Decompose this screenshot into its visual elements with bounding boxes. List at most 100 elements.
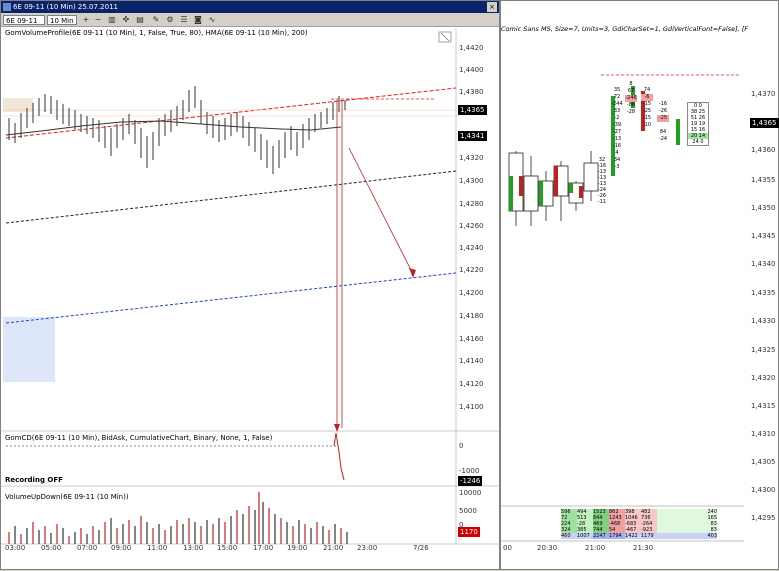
volume-axis-tick: 10000 [459, 489, 482, 497]
cd-axis-tick: -1000 [459, 467, 480, 475]
footprint-cell: -24 [597, 187, 607, 193]
footprint-cell: -26 [658, 108, 668, 114]
table-cell: 736 [641, 515, 657, 521]
footprint-column: 84 -24 [657, 129, 669, 143]
table-cell: 54 [609, 527, 625, 533]
snapshot-icon[interactable]: ◙ [194, 15, 202, 24]
footprint-cell: 15 16 [690, 127, 706, 133]
time-axis-tick: 05:00 [41, 544, 62, 552]
footprint-cell: 51 26 [690, 115, 706, 121]
data-box-icon[interactable]: ▤ [136, 15, 144, 24]
table-row: 72 513 844 1243 1046 736 165 [561, 515, 741, 521]
footprint-cell: -25 [642, 108, 652, 114]
table-cell: -264 [641, 521, 657, 527]
footprint-column: -16 -26 -25 [657, 101, 669, 122]
price-axis-tick: 1,4420 [459, 44, 484, 52]
table-cell: -683 [625, 521, 641, 527]
lower-channel-line[interactable] [5, 272, 457, 324]
time-axis-tick: 07:00 [77, 544, 98, 552]
instrument-select[interactable]: 6E 09-11 [3, 15, 45, 25]
price-axis-tick: 1,4345 [751, 232, 776, 240]
footprint-cell: -13 [597, 181, 607, 187]
price-axis-tick: 1,4350 [751, 204, 776, 212]
table-cell: 1422 [625, 533, 641, 539]
chart-toolbar: 6E 09-11 10 Min + − ▥ ✜ ▤ ✎ ⚙ ☰ ◙ ∿ [1, 13, 499, 27]
price-axis-tick: 1,4300 [751, 486, 776, 494]
projection-arrow[interactable] [348, 147, 414, 275]
footprint-cell: 34 [613, 157, 621, 163]
crosshair-icon[interactable]: ✜ [122, 15, 130, 24]
price-axis-tick: 1,4200 [459, 289, 484, 297]
main-price-plot[interactable] [1, 28, 499, 571]
table-cell: 2247 [593, 533, 609, 539]
table-row: 224 -28 469 -468 -683 -264 83 [561, 521, 741, 527]
indicators-icon[interactable]: ∿ [208, 15, 216, 24]
middle-channel-line[interactable] [5, 170, 457, 224]
footprint-cell: -27 [612, 129, 622, 135]
price-axis-tick: 1,4380 [459, 88, 484, 96]
time-axis-tick: 03:00 [5, 544, 26, 552]
table-cell: 744 [593, 527, 609, 533]
table-cell: 513 [577, 515, 593, 521]
footprint-cell: -39 [612, 122, 622, 128]
footprint-cell: 38 25 [690, 109, 706, 115]
footprint-cell: 72 [613, 94, 621, 100]
footprint-summary-table: 596 494 1523 862 398 482 240 72 513 844 … [561, 509, 741, 539]
price-axis-tick: 1,4280 [459, 200, 484, 208]
footprint-cell: -16 [612, 143, 622, 149]
table-cell: 460 [561, 533, 577, 539]
footprint-cell: -10 [642, 122, 652, 128]
time-axis-tick: 23:00 [357, 544, 378, 552]
price-axis-tick: 1,4240 [459, 244, 484, 252]
chart-overlay-icon[interactable] [438, 31, 452, 43]
properties-icon[interactable]: ⚙ [166, 15, 174, 24]
time-axis-tick: 21:00 [323, 544, 344, 552]
time-axis-tick: 20:30 [537, 544, 558, 552]
footprint-plot[interactable] [501, 1, 779, 571]
footprint-column: 8 67 -246 -86 -28 [625, 81, 637, 116]
footprint-cell: 32 [598, 157, 606, 163]
close-icon[interactable]: × [487, 2, 497, 12]
interval-select[interactable]: 10 Min [47, 15, 77, 25]
strategies-icon[interactable]: ☰ [180, 15, 188, 24]
drawing-tools-icon[interactable]: ✎ [152, 15, 160, 24]
footprint-cell: 33 [613, 108, 621, 114]
footprint-cell: 20 14 [688, 133, 708, 139]
table-cell: 83 [657, 521, 717, 527]
footprint-cell: -24 [658, 136, 668, 142]
table-row: 596 494 1523 862 398 482 240 [561, 509, 741, 515]
table-cell: 385 [577, 527, 593, 533]
volume-axis-tick: 0 [459, 521, 464, 529]
price-axis-tick: 1,4310 [751, 430, 776, 438]
bar-style-icon[interactable]: ▥ [108, 15, 116, 24]
table-cell: 1523 [593, 509, 609, 515]
main-indicator-label: GomVolumeProfile(6E 09-11 (10 Min), 1, F… [5, 29, 308, 37]
footprint-cell: -13 [597, 169, 607, 175]
footprint-header: Comic Sans MS, Size=7, Units=3, GdiCharS… [501, 25, 749, 33]
price-axis-tick: 1,4355 [751, 176, 776, 184]
table-row: 324 385 744 54 -467 -923 83 [561, 527, 741, 533]
zoom-out-icon[interactable]: − [94, 15, 102, 24]
footprint-cell: -86 [626, 102, 636, 108]
price-axis-tick: 1,4160 [459, 335, 484, 343]
footprint-column: 0 0 38 25 51 26 19 19 15 16 20 14 24 0 [687, 102, 709, 146]
volume-profile-poc [3, 98, 33, 112]
hma-price-badge: 1,4341 [458, 131, 487, 141]
recording-status: Recording OFF [5, 476, 63, 484]
footprint-cell: 74 [643, 87, 651, 93]
last-price-badge: 1,4365 [458, 105, 487, 115]
window-titlebar[interactable]: 6E 09-11 (10 Min) 25.07.2011 × [1, 1, 499, 13]
chart-window-icon [3, 3, 11, 11]
price-axis-tick: 1,4315 [751, 402, 776, 410]
price-axis-tick: 1,4400 [459, 66, 484, 74]
time-axis-tick: 7/26 [413, 544, 429, 552]
volume-profile-zone [3, 317, 55, 382]
table-cell: 1007 [577, 533, 593, 539]
table-cell: -28 [577, 521, 593, 527]
table-cell: 324 [561, 527, 577, 533]
table-cell: -467 [625, 527, 641, 533]
volume-bars [8, 492, 348, 544]
price-axis-tick: 1,4295 [751, 514, 776, 522]
price-axis-tick: 1,4100 [459, 403, 484, 411]
zoom-in-icon[interactable]: + [82, 15, 90, 24]
